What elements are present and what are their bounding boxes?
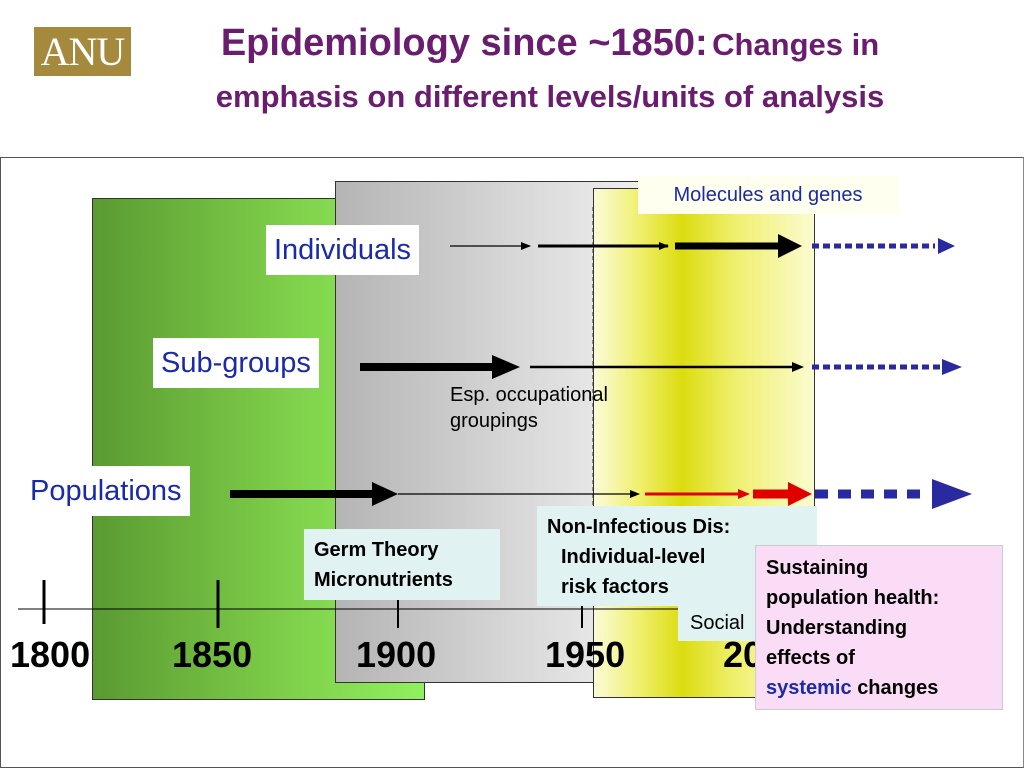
year-1850: 1850 [172, 634, 253, 675]
timeline-axis [18, 580, 770, 628]
occupational-groupings-note: Esp. occupational groupings [450, 382, 608, 434]
year-1800: 1800 [10, 634, 91, 675]
title-sub-inline: Changes in [712, 27, 880, 62]
title-line2: emphasis on different levels/units of an… [215, 79, 885, 114]
sustain-line5: systemic changes [766, 673, 1002, 703]
molecules-genes-label: Molecules and genes [638, 176, 898, 214]
level-label-individuals: Individuals [266, 225, 420, 275]
sustain-line3: Understanding [766, 617, 908, 639]
page-title: Epidemiology since ~1850: Changes in emp… [110, 20, 990, 120]
sustain-systemic: systemic [766, 677, 852, 699]
noninf-line3: risk factors [561, 576, 669, 598]
anu-logo: ANU [34, 27, 131, 76]
year-1900: 1900 [356, 634, 437, 675]
noninf-line2: Individual-level [561, 546, 706, 568]
year-1950: 1950 [545, 634, 626, 675]
sustain-line4: effects of [766, 647, 855, 669]
germ-line1: Germ Theory [314, 539, 439, 561]
level-label-subgroups: Sub-groups [153, 338, 319, 388]
sustain-line1: Sustaining [766, 557, 869, 579]
noninf-line1: Non-Infectious Dis: [547, 516, 731, 538]
level-label-populations: Populations [22, 466, 190, 516]
subgroups-arrows [360, 355, 962, 379]
title-main: Epidemiology since ~1850: [220, 22, 708, 64]
germ-line2: Micronutrients [314, 569, 453, 591]
sustain-tail: changes [857, 677, 939, 699]
sustaining-health-box: Sustaining population health: Understand… [755, 545, 1003, 710]
esp-line1: Esp. occupational [450, 384, 608, 406]
populations-arrows [230, 479, 972, 509]
individuals-arrows [450, 234, 955, 258]
germ-theory-box: Germ Theory Micronutrients [304, 529, 500, 600]
esp-line2: groupings [450, 410, 538, 432]
sustain-line2: population health: [766, 587, 940, 609]
